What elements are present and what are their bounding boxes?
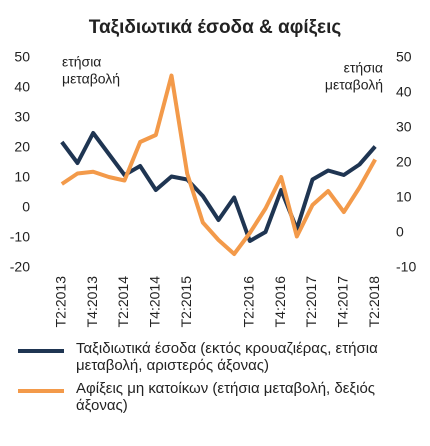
x-tick-label: T4:2013	[84, 276, 100, 328]
y-tick-label: 40	[14, 79, 30, 95]
y-axis-label: μεταβολή	[62, 71, 120, 87]
y2-axis-label: ετήσια	[344, 60, 383, 76]
x-tick-label: T4:2016	[272, 276, 288, 328]
x-tick-label: T2:2013	[53, 276, 69, 328]
legend-swatch	[18, 389, 64, 393]
y-tick-label: 10	[14, 169, 30, 185]
y-tick-label: -10	[10, 229, 30, 245]
y2-axis-label: μεταβολή	[325, 77, 383, 93]
x-tick-label: T2:2016	[241, 276, 257, 328]
y-tick-label: 30	[14, 109, 30, 125]
y2-tick-label: 0	[396, 224, 404, 240]
legend-label: Ταξιδιωτικά έσοδα (εκτός κρουαζιέρας, ετ…	[76, 340, 378, 374]
y2-tick-label: 20	[396, 154, 412, 170]
series-line	[60, 73, 377, 256]
y-tick-label: 0	[22, 199, 30, 215]
y2-tick-label: 10	[396, 189, 412, 205]
legend: Ταξιδιωτικά έσοδα (εκτός κρουαζιέρας, ετ…	[12, 340, 422, 420]
legend-swatch	[18, 349, 64, 353]
y2-tick-label: 40	[396, 84, 412, 100]
x-tick-label: T2:2014	[115, 276, 131, 328]
x-tick-label: T2:2018	[366, 276, 382, 328]
y-tick-label: 20	[14, 139, 30, 155]
legend-label: Αφίξεις μη κατοίκων (ετήσια μεταβολή, δε…	[76, 380, 376, 414]
y2-tick-label: 30	[396, 119, 412, 135]
y2-tick-label: 50	[396, 49, 412, 65]
chart: Ταξιδιωτικά έσοδα & αφίξεις ετήσια μεταβ…	[10, 17, 417, 328]
series-line	[60, 131, 377, 243]
x-tick-label: T2:2015	[178, 276, 194, 328]
y-tick-label: 50	[14, 49, 30, 65]
x-tick-label: T4:2014	[147, 276, 163, 328]
y2-tick-label: -10	[396, 259, 416, 275]
x-tick-label: T2:2017	[303, 276, 319, 328]
x-tick-label: T4:2017	[335, 276, 351, 328]
legend-item: Αφίξεις μη κατοίκων (ετήσια μεταβολή, δε…	[12, 380, 422, 414]
chart-title: Ταξιδιωτικά έσοδα & αφίξεις	[89, 17, 342, 38]
y-tick-label: -20	[10, 259, 30, 275]
y-axis-label: ετήσια	[62, 54, 101, 70]
legend-item: Ταξιδιωτικά έσοδα (εκτός κρουαζιέρας, ετ…	[12, 340, 422, 374]
